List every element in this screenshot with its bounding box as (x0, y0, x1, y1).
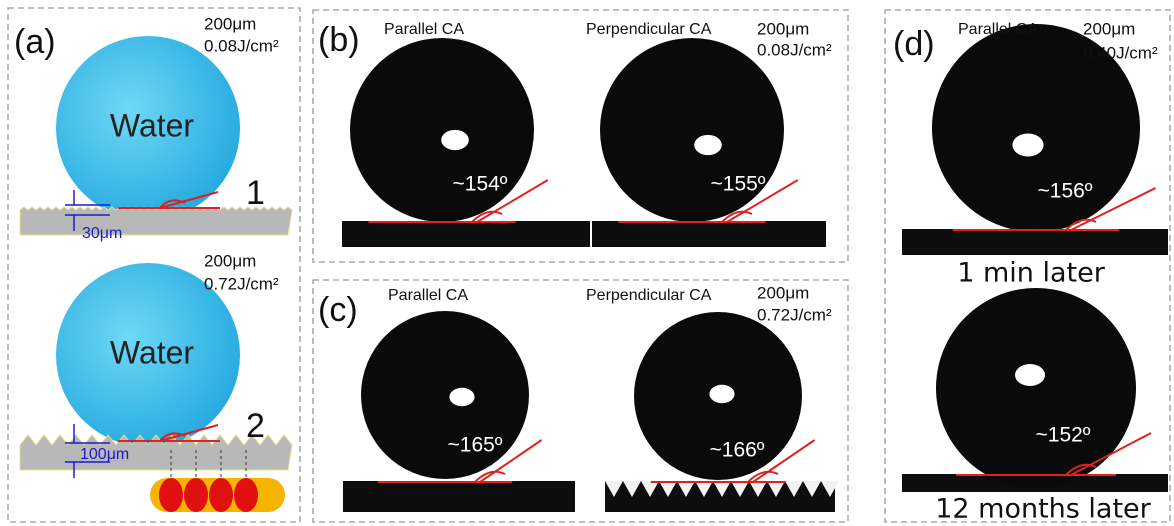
fluence: 0.72J/cm² (204, 274, 279, 293)
fluence: 0.08J/cm² (204, 36, 279, 55)
scale: 200μm (757, 283, 809, 302)
droplet (936, 288, 1136, 488)
image-title: Perpendicular CA (586, 287, 712, 304)
highlight (709, 385, 734, 403)
angle-arc (748, 472, 778, 482)
highlight (449, 388, 474, 406)
figure: (a) 200μm 0.08J/cm² Water 1 30μm 200μm 0… (0, 0, 1174, 526)
contact-angle: ~152º (1036, 424, 1091, 447)
contact-angle: ~155º (711, 173, 766, 196)
highlight (1012, 134, 1043, 157)
image-title: Parallel CA (384, 21, 464, 38)
droplet (361, 311, 529, 479)
image-title: Perpendicular CA (586, 21, 712, 38)
substrate (902, 229, 1168, 255)
fluence: 0.08J/cm² (757, 40, 832, 59)
scale: 200μm (1083, 19, 1135, 38)
contact-angle: ~165º (448, 434, 503, 457)
panel-label: (c) (318, 291, 358, 329)
laser-spot (234, 478, 258, 512)
highlight (694, 135, 722, 155)
substrate (592, 221, 826, 247)
highlight (1015, 364, 1045, 386)
caption: 12 months later (935, 494, 1151, 525)
contact-angle: ~154º (453, 173, 508, 196)
scale: 200μm (204, 251, 256, 270)
panel-label: (a) (14, 23, 56, 61)
fluence: 0.72J/cm² (757, 305, 832, 324)
contact-angle: ~166º (710, 439, 765, 462)
laser-spot (209, 478, 233, 512)
angle-arc (475, 472, 505, 482)
index: 2 (246, 407, 265, 445)
index: 1 (246, 174, 265, 212)
image-title: Parallel CA (388, 287, 468, 304)
laser-spot (184, 478, 208, 512)
height: 100μm (80, 446, 129, 463)
scale: 200μm (204, 14, 256, 33)
drop-label: Water (110, 334, 195, 370)
drop-label: Water (110, 107, 195, 143)
contact-angle: ~156º (1038, 180, 1093, 203)
panel-label: (b) (318, 21, 360, 59)
image-title: Parallel CA (958, 21, 1038, 38)
substrate (343, 481, 575, 512)
substrate (342, 221, 590, 247)
laser-spot (159, 478, 183, 512)
caption: 1 min later (957, 258, 1106, 289)
page: {"panels": [ {"label": "(a)", "top": {"s… (0, 0, 1174, 526)
highlight (441, 130, 469, 150)
panel-label: (d) (893, 25, 935, 63)
scale: 200μm (757, 19, 809, 38)
height: 30μm (82, 225, 122, 242)
fluence: 0.40J/cm² (1083, 43, 1158, 62)
